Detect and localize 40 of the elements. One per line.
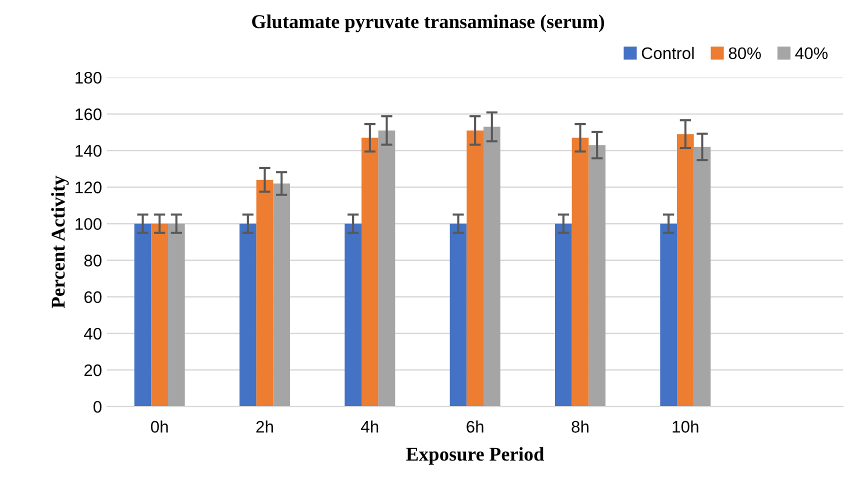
x-tick-label: 8h: [572, 420, 588, 433]
bar: [344, 224, 362, 407]
legend-label: 80%: [728, 47, 761, 60]
y-tick-label: 20: [84, 364, 102, 376]
bar: [450, 224, 467, 407]
bar: [466, 130, 484, 407]
y-tick-label: 60: [84, 291, 102, 304]
legend-label: Control: [642, 46, 694, 60]
y-tick-label: 160: [76, 108, 102, 120]
y-tick-label: 100: [76, 218, 102, 230]
x-tick-label: 2h: [256, 420, 273, 433]
y-tick-label: 140: [76, 144, 102, 157]
bar: [588, 145, 606, 407]
y-tick-label: 120: [76, 182, 102, 194]
y-tick-label: 180: [76, 72, 102, 84]
bar: [134, 224, 152, 407]
bar: [378, 130, 396, 407]
bar: [694, 146, 711, 407]
x-tick-label: 6h: [466, 420, 484, 433]
chart-title: Glutamate pyruvate transaminase (serum): [252, 14, 604, 32]
bar: [256, 180, 274, 407]
y-tick-label: 80: [84, 254, 102, 266]
legend-label: 40%: [795, 47, 828, 60]
bar: [273, 183, 290, 407]
x-tick-label: 10h: [672, 420, 698, 433]
bar: [168, 224, 185, 407]
bar: [362, 138, 378, 407]
bar: [660, 224, 677, 407]
y-axis-title: Percent Activity: [51, 176, 69, 308]
bar: [151, 224, 168, 407]
bar: [483, 126, 500, 407]
bar: [677, 134, 694, 407]
bar: [555, 224, 572, 407]
x-tick-label: 0h: [150, 420, 168, 433]
x-axis-title: Exposure Period: [406, 447, 544, 465]
x-tick-label: 4h: [361, 420, 378, 433]
bar: [240, 224, 256, 407]
y-tick-label: 40: [84, 328, 102, 340]
y-tick-label: 0: [94, 400, 102, 413]
bar: [572, 138, 589, 407]
